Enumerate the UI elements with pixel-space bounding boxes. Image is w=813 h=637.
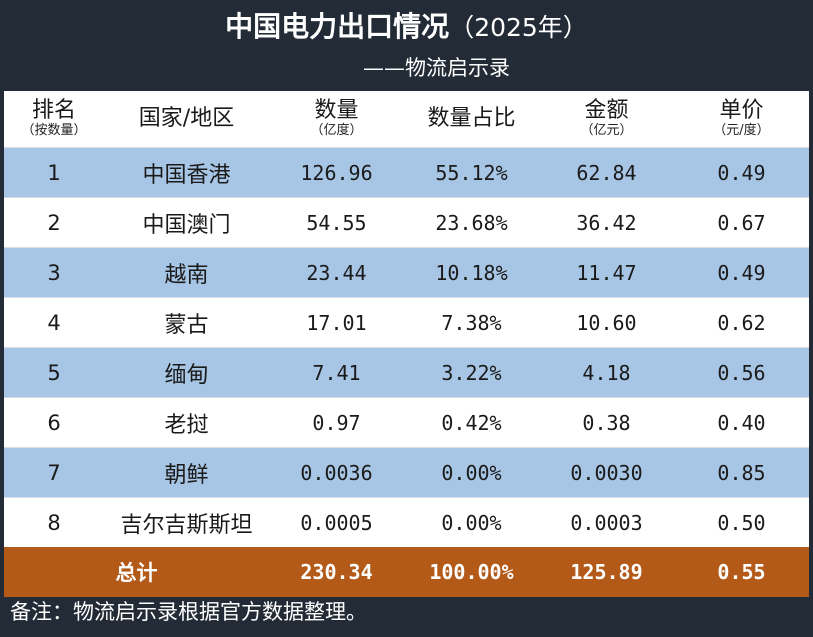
total-label: 总计 xyxy=(4,547,269,597)
footnote: 备注：物流启示录根据官方数据整理。 xyxy=(10,600,367,624)
cell-amount: 10.60 xyxy=(539,297,674,348)
cell-rank: 4 xyxy=(4,297,104,348)
cell-quantity: 0.97 xyxy=(269,397,404,448)
cell-country: 朝鲜 xyxy=(104,447,269,498)
page-title: 中国电力出口情况（2025年） xyxy=(0,4,813,50)
cell-amount: 0.0003 xyxy=(539,497,674,547)
cell-share: 23.68% xyxy=(404,197,539,248)
table-row: 6 老挝 0.97 0.42% 0.38 0.40 xyxy=(4,397,809,448)
table-row: 5 缅甸 7.41 3.22% 4.18 0.56 xyxy=(4,347,809,398)
total-amount: 125.89 xyxy=(539,547,674,597)
cell-amount: 62.84 xyxy=(539,147,674,198)
export-table: 排名 （按数量） 国家/地区 数量 （亿度） 数量占比 金额 （亿元） 单价 （元/度）… xyxy=(4,91,809,597)
cell-rank: 3 xyxy=(4,247,104,298)
cell-quantity: 17.01 xyxy=(269,297,404,348)
cell-amount: 0.38 xyxy=(539,397,674,448)
cell-share: 0.42% xyxy=(404,397,539,448)
cell-country: 中国香港 xyxy=(104,147,269,198)
cell-country: 中国澳门 xyxy=(104,197,269,248)
cell-quantity: 23.44 xyxy=(269,247,404,298)
cell-share: 7.38% xyxy=(404,297,539,348)
total-price: 0.55 xyxy=(674,547,809,597)
cell-share: 0.00% xyxy=(404,497,539,547)
table-row: 7 朝鲜 0.0036 0.00% 0.0030 0.85 xyxy=(4,447,809,498)
header-share: 数量占比 xyxy=(404,91,539,148)
cell-share: 55.12% xyxy=(404,147,539,198)
cell-country: 蒙古 xyxy=(104,297,269,348)
total-share: 100.00% xyxy=(404,547,539,597)
cell-price: 0.56 xyxy=(674,347,809,398)
cell-rank: 1 xyxy=(4,147,104,198)
table-row: 4 蒙古 17.01 7.38% 10.60 0.62 xyxy=(4,297,809,348)
cell-share: 3.22% xyxy=(404,347,539,398)
table-row: 2 中国澳门 54.55 23.68% 36.42 0.67 xyxy=(4,197,809,248)
cell-price: 0.85 xyxy=(674,447,809,498)
cell-quantity: 54.55 xyxy=(269,197,404,248)
cell-country: 缅甸 xyxy=(104,347,269,398)
cell-price: 0.67 xyxy=(674,197,809,248)
cell-price: 0.49 xyxy=(674,147,809,198)
cell-amount: 11.47 xyxy=(539,247,674,298)
cell-price: 0.40 xyxy=(674,397,809,448)
table-row: 8 吉尔吉斯斯坦 0.0005 0.00% 0.0003 0.50 xyxy=(4,497,809,547)
table-row: 3 越南 23.44 10.18% 11.47 0.49 xyxy=(4,247,809,298)
cell-price: 0.49 xyxy=(674,247,809,298)
cell-quantity: 0.0005 xyxy=(269,497,404,547)
cell-country: 越南 xyxy=(104,247,269,298)
cell-rank: 7 xyxy=(4,447,104,498)
header-price: 单价 （元/度） xyxy=(674,91,809,148)
cell-country: 吉尔吉斯斯坦 xyxy=(104,497,269,547)
cell-quantity: 0.0036 xyxy=(269,447,404,498)
page-subtitle: ——物流启示录 xyxy=(363,56,510,80)
title-year: （2025年） xyxy=(449,13,588,42)
cell-country: 老挝 xyxy=(104,397,269,448)
cell-share: 0.00% xyxy=(404,447,539,498)
cell-price: 0.62 xyxy=(674,297,809,348)
cell-amount: 0.0030 xyxy=(539,447,674,498)
table-header: 排名 （按数量） 国家/地区 数量 （亿度） 数量占比 金额 （亿元） 单价 （元/度） xyxy=(4,91,809,148)
cell-rank: 2 xyxy=(4,197,104,248)
cell-rank: 8 xyxy=(4,497,104,547)
cell-quantity: 7.41 xyxy=(269,347,404,398)
cell-amount: 4.18 xyxy=(539,347,674,398)
header-quantity: 数量 （亿度） xyxy=(269,91,404,148)
header-rank: 排名 （按数量） xyxy=(4,91,104,148)
header-amount: 金额 （亿元） xyxy=(539,91,674,148)
header-country: 国家/地区 xyxy=(104,91,269,148)
cell-rank: 6 xyxy=(4,397,104,448)
total-row: 总计 230.34 100.00% 125.89 0.55 xyxy=(4,547,809,597)
total-quantity: 230.34 xyxy=(269,547,404,597)
table-row: 1 中国香港 126.96 55.12% 62.84 0.49 xyxy=(4,147,809,198)
cell-rank: 5 xyxy=(4,347,104,398)
cell-amount: 36.42 xyxy=(539,197,674,248)
cell-quantity: 126.96 xyxy=(269,147,404,198)
cell-share: 10.18% xyxy=(404,247,539,298)
title-main: 中国电力出口情况 xyxy=(225,10,450,43)
cell-price: 0.50 xyxy=(674,497,809,547)
